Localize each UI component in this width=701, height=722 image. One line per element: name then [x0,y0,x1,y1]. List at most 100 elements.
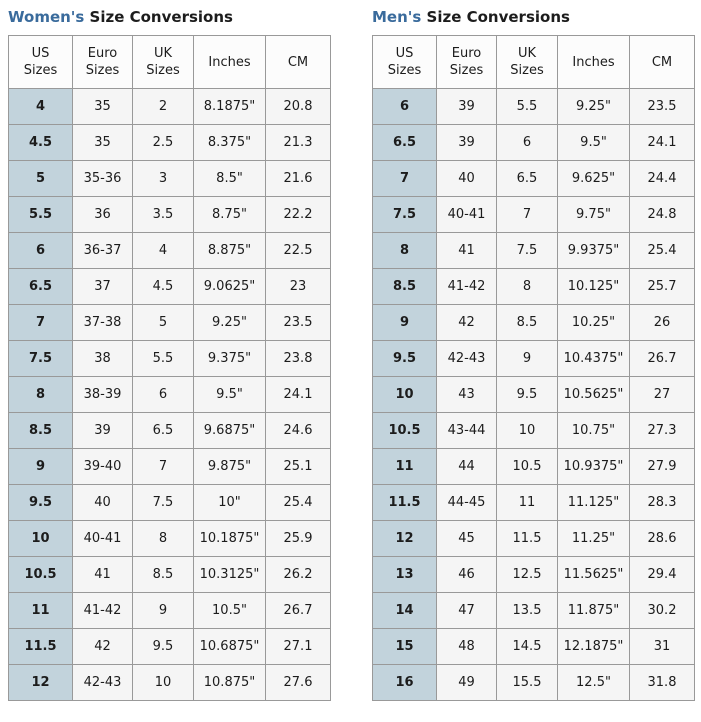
inches-cell: 11.125" [557,484,630,521]
cm-cell: 23.8 [265,340,331,377]
cm-cell: 23.5 [265,304,331,341]
womens-table-header: US Sizes Euro Sizes UK Sizes Inches CM [8,35,331,89]
table-row: 8 41 7.5 9.9375" 25.4 [372,232,695,269]
inches-cell: 9.25" [193,304,266,341]
us-size-cell: 6.5 [372,124,437,161]
inches-cell: 9.25" [557,88,630,125]
us-size-cell: 8.5 [8,412,73,449]
table-row: 9 39-40 7 9.875" 25.1 [8,448,331,485]
table-row: 12 45 11.5 11.25" 28.6 [372,520,695,557]
uk-size-cell: 3.5 [132,196,194,233]
inches-cell: 8.75" [193,196,266,233]
table-row: 15 48 14.5 12.1875" 31 [372,628,695,665]
euro-size-cell: 38-39 [72,376,133,413]
uk-size-cell: 6 [132,376,194,413]
euro-size-cell: 43-44 [436,412,497,449]
womens-table-title: Women's Size Conversions [8,8,330,26]
table-row: 9 42 8.5 10.25" 26 [372,304,695,341]
inches-cell: 10.875" [193,664,266,701]
euro-size-cell: 39-40 [72,448,133,485]
column-header-cm: CM [629,35,695,89]
inches-cell: 8.5" [193,160,266,197]
cm-cell: 23 [265,268,331,305]
inches-cell: 8.875" [193,232,266,269]
us-size-cell: 7.5 [8,340,73,377]
cm-cell: 27.9 [629,448,695,485]
inches-cell: 9.5" [193,376,266,413]
mens-size-table: US Sizes Euro Sizes UK Sizes Inches CM 6… [372,35,695,701]
uk-size-cell: 12.5 [496,556,558,593]
table-row: 9.5 40 7.5 10" 25.4 [8,484,331,521]
us-size-cell: 10 [8,520,73,557]
euro-size-cell: 35 [72,124,133,161]
inches-cell: 10.1875" [193,520,266,557]
euro-size-cell: 42-43 [72,664,133,701]
inches-cell: 10.25" [557,304,630,341]
euro-size-cell: 46 [436,556,497,593]
cm-cell: 24.1 [629,124,695,161]
inches-cell: 10.6875" [193,628,266,665]
cm-cell: 24.4 [629,160,695,197]
uk-size-cell: 2.5 [132,124,194,161]
us-size-cell: 8.5 [372,268,437,305]
uk-size-cell: 9 [496,340,558,377]
uk-size-cell: 13.5 [496,592,558,629]
table-row: 5.5 36 3.5 8.75" 22.2 [8,196,331,233]
uk-size-cell: 7.5 [496,232,558,269]
inches-cell: 11.25" [557,520,630,557]
table-row: 11 41-42 9 10.5" 26.7 [8,592,331,629]
table-row: 9.5 42-43 9 10.4375" 26.7 [372,340,695,377]
uk-size-cell: 7 [132,448,194,485]
table-row: 16 49 15.5 12.5" 31.8 [372,664,695,701]
cm-cell: 27 [629,376,695,413]
womens-title-rest: Size Conversions [84,8,233,26]
uk-size-cell: 6.5 [132,412,194,449]
us-size-cell: 9 [372,304,437,341]
mens-size-panel: Men's Size Conversions US Sizes Euro Siz… [372,8,695,701]
inches-cell: 10.125" [557,268,630,305]
euro-size-cell: 47 [436,592,497,629]
uk-size-cell: 2 [132,88,194,125]
us-size-cell: 7 [372,160,437,197]
inches-cell: 8.375" [193,124,266,161]
us-size-cell: 14 [372,592,437,629]
inches-cell: 10" [193,484,266,521]
us-size-cell: 9 [8,448,73,485]
us-size-cell: 12 [8,664,73,701]
cm-cell: 20.8 [265,88,331,125]
mens-table-header: US Sizes Euro Sizes UK Sizes Inches CM [372,35,695,89]
euro-size-cell: 36-37 [72,232,133,269]
inches-cell: 10.75" [557,412,630,449]
column-header-uk-sizes: UK Sizes [132,35,194,89]
cm-cell: 30.2 [629,592,695,629]
euro-size-cell: 40-41 [72,520,133,557]
euro-size-cell: 48 [436,628,497,665]
euro-size-cell: 40-41 [436,196,497,233]
us-size-cell: 8 [372,232,437,269]
inches-cell: 9.875" [193,448,266,485]
us-size-cell: 7 [8,304,73,341]
cm-cell: 28.6 [629,520,695,557]
us-size-cell: 7.5 [372,196,437,233]
euro-size-cell: 49 [436,664,497,701]
euro-size-cell: 44 [436,448,497,485]
cm-cell: 25.1 [265,448,331,485]
euro-size-cell: 42 [436,304,497,341]
uk-size-cell: 9.5 [132,628,194,665]
table-row: 10 40-41 8 10.1875" 25.9 [8,520,331,557]
us-size-cell: 9.5 [8,484,73,521]
us-size-cell: 10.5 [8,556,73,593]
inches-cell: 9.625" [557,160,630,197]
cm-cell: 25.4 [629,232,695,269]
table-row: 8.5 41-42 8 10.125" 25.7 [372,268,695,305]
us-size-cell: 5 [8,160,73,197]
womens-size-table: US Sizes Euro Sizes UK Sizes Inches CM 4… [8,35,331,701]
inches-cell: 8.1875" [193,88,266,125]
euro-size-cell: 43 [436,376,497,413]
uk-size-cell: 8 [132,520,194,557]
inches-cell: 10.5" [193,592,266,629]
column-header-us-sizes: US Sizes [8,35,73,89]
euro-size-cell: 35-36 [72,160,133,197]
header-row: US Sizes Euro Sizes UK Sizes Inches CM [8,35,331,89]
cm-cell: 27.1 [265,628,331,665]
